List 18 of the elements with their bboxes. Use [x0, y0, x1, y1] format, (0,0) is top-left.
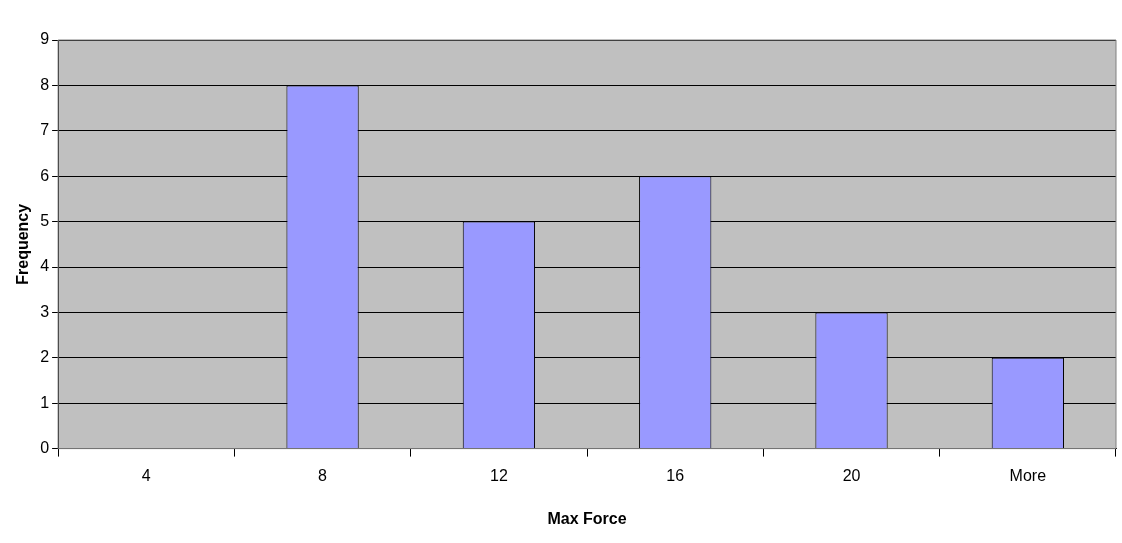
- y-tick-label: 6: [40, 166, 50, 184]
- x-tick-label: 20: [842, 466, 861, 484]
- y-tick-label: 4: [40, 257, 50, 275]
- y-tick-label: 3: [40, 302, 50, 320]
- x-tick-label: 8: [318, 466, 328, 484]
- x-tick-label: 16: [666, 466, 685, 484]
- y-axis-title: Frequency: [14, 203, 32, 285]
- y-tick-label: 2: [40, 348, 50, 366]
- y-tick-label: 1: [40, 393, 50, 411]
- x-axis-title: Max Force: [547, 509, 627, 527]
- x-tick-label: 12: [489, 466, 508, 484]
- y-tick-label: 5: [40, 212, 50, 230]
- x-tick-label: More: [1009, 466, 1047, 484]
- y-tick-label: 9: [40, 30, 50, 48]
- x-tick-label: 4: [141, 466, 151, 484]
- y-tick-label: 7: [40, 121, 50, 139]
- y-tick-label: 0: [40, 439, 50, 457]
- y-tick-label: 8: [40, 75, 50, 93]
